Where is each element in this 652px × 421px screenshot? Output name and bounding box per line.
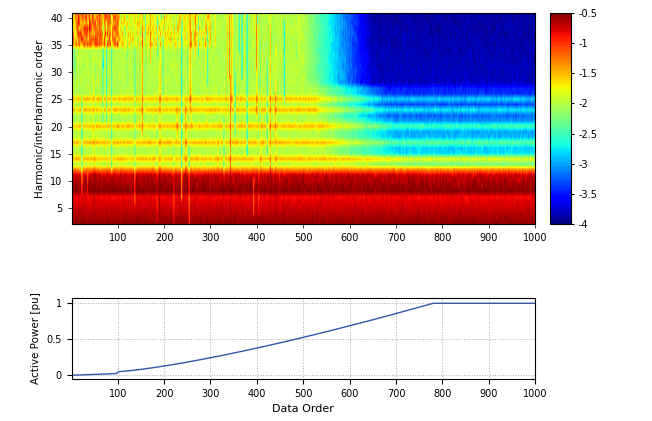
X-axis label: Data Order: Data Order xyxy=(273,404,334,414)
Y-axis label: Harmonic/interharmonic order: Harmonic/interharmonic order xyxy=(35,39,44,198)
Y-axis label: Active Power [pu]: Active Power [pu] xyxy=(31,292,41,384)
